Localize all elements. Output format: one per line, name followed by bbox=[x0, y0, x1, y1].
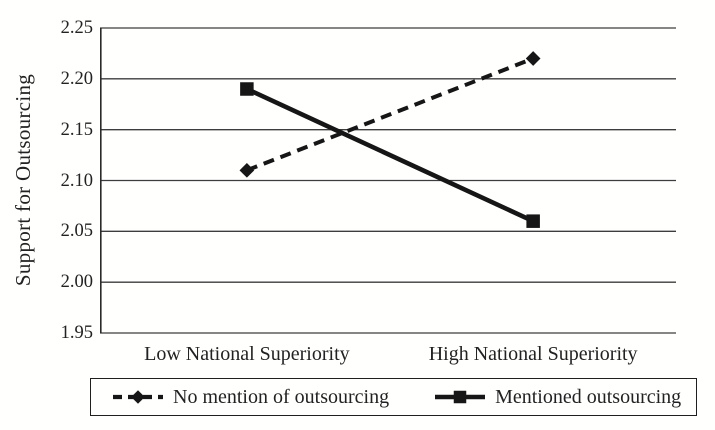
diamond-marker bbox=[525, 51, 541, 66]
legend-label: No mention of outsourcing bbox=[173, 385, 390, 408]
y-tick-label: 1.95 bbox=[60, 323, 93, 343]
y-tick-label: 2.10 bbox=[60, 170, 93, 191]
plot-area bbox=[100, 27, 676, 334]
legend-sample-dashed-diamond-icon bbox=[113, 390, 163, 404]
series-line-solid bbox=[245, 86, 535, 224]
x-category-label: Low National Superiority bbox=[144, 343, 350, 365]
square-marker bbox=[526, 214, 540, 228]
legend-label: Mentioned outsourcing bbox=[495, 385, 682, 408]
y-tick-label: 2.00 bbox=[60, 272, 93, 293]
legend-box: No mention of outsourcing Mentioned outso… bbox=[90, 378, 697, 416]
y-tick-label: 2.25 bbox=[60, 18, 93, 38]
series-line-dashed bbox=[246, 56, 534, 173]
y-tick-label: 2.15 bbox=[60, 119, 93, 140]
square-marker bbox=[240, 82, 254, 96]
y-tick-label: 2.20 bbox=[60, 68, 93, 89]
x-category-label: High National Superiority bbox=[428, 343, 638, 365]
legend-sample-solid-square-icon bbox=[435, 390, 486, 404]
diamond-marker bbox=[239, 162, 255, 178]
y-tick-label: 2.05 bbox=[60, 221, 93, 242]
legend-entry: No mention of outsourcing bbox=[112, 386, 389, 409]
legend-entry: Mentioned outsourcing bbox=[434, 386, 681, 409]
